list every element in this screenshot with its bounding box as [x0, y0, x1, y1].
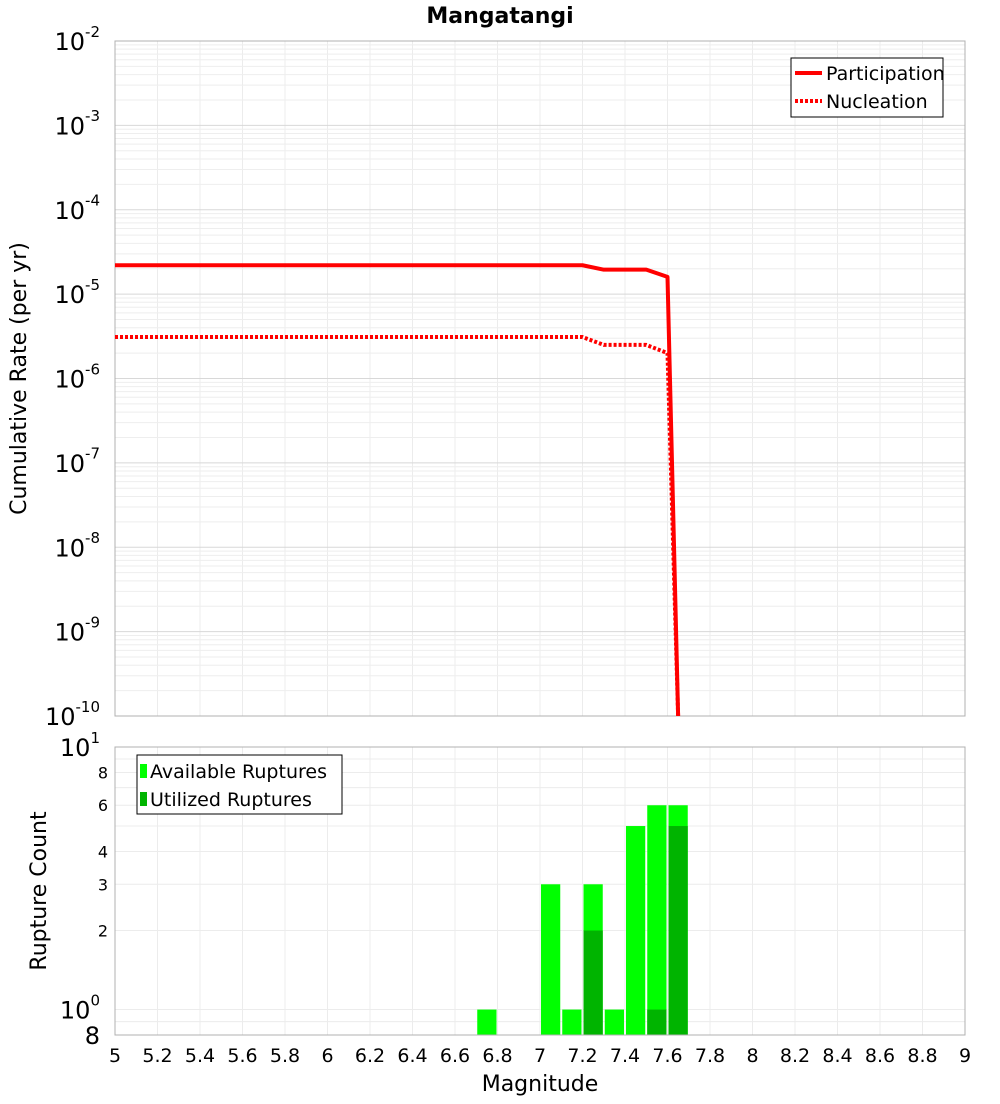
bar-available-ruptures [647, 805, 667, 1035]
legend-swatch-available-ruptures [140, 764, 147, 778]
legend-swatch-utilized-ruptures [140, 792, 147, 806]
x-tick-label: 5.6 [227, 1045, 257, 1067]
bar-available-ruptures [541, 884, 561, 1035]
x-tick-label: 7.8 [695, 1045, 725, 1067]
x-tick-label: 6.8 [482, 1045, 512, 1067]
rate-y-tick-label: 10-7 [54, 445, 100, 478]
legend-label-utilized-ruptures: Utilized Ruptures [150, 789, 312, 811]
rate-y-tick-label: 10-9 [54, 613, 100, 646]
x-tick-label: 7.4 [610, 1045, 640, 1067]
rate-legend: Participation Nucleation [790, 57, 945, 118]
legend-label-available-ruptures: Available Ruptures [150, 761, 327, 783]
x-tick-label: 8.8 [907, 1045, 937, 1067]
x-tick-label: 6.4 [397, 1045, 427, 1067]
x-tick-label: 8.4 [822, 1045, 852, 1067]
x-tick-label: 5.2 [142, 1045, 172, 1067]
legend-label-participation: Participation [826, 63, 945, 85]
count-legend-box [136, 754, 343, 815]
bar-available-ruptures [477, 1009, 497, 1035]
x-tick-label: 7.2 [567, 1045, 597, 1067]
x-tick-label: 5.4 [185, 1045, 215, 1067]
x-tick-label: 8.2 [780, 1045, 810, 1067]
rate-y-axis-label: Cumulative Rate (per yr) [7, 242, 32, 515]
rate-y-tick-label: 10-8 [54, 529, 100, 562]
count-y-tick-label: 8 [85, 1022, 100, 1050]
count-y-tick-label: 4 [98, 842, 108, 861]
count-y-tick-label: 100 [60, 991, 100, 1024]
rate-gridlines [114, 41, 966, 717]
rate-y-tick-label: 10-3 [54, 107, 100, 140]
count-y-tick-label: 6 [98, 796, 108, 815]
x-tick-label: 6.6 [440, 1045, 470, 1067]
x-tick-label: 6.2 [355, 1045, 385, 1067]
x-tick-label: 7 [534, 1045, 546, 1067]
bar-available-ruptures [626, 826, 646, 1035]
count-plot-frame [114, 746, 966, 1036]
count-gridlines [114, 746, 966, 1035]
rate-legend-box [790, 57, 944, 118]
bar-available-ruptures [562, 1009, 582, 1035]
x-axis-label: Magnitude [482, 1072, 599, 1097]
series-line-participation [115, 263, 681, 717]
x-tick-label: 5 [109, 1045, 121, 1067]
count-y-tick-label: 3 [98, 875, 108, 894]
x-tick-label: 6 [321, 1045, 333, 1067]
rate-y-tick-label: 10-10 [45, 698, 100, 731]
count-y-axis-label: Rupture Count [27, 811, 52, 971]
chart-title: Mangatangi [426, 4, 573, 29]
x-tick-label: 8 [746, 1045, 758, 1067]
count-y-tick-label: 101 [60, 729, 100, 762]
rate-panel: 10-10 10-9 10-8 10-7 10-6 10-5 10-4 10-3 10-2 Cum… [7, 23, 966, 731]
legend-label-nucleation: Nucleation [826, 91, 928, 113]
rate-y-tick-label: 10-6 [54, 360, 100, 393]
count-legend: Available Ruptures Utilized Ruptures [136, 754, 343, 815]
rate-y-tick-label: 10-2 [54, 23, 100, 56]
count-y-tick-label: 2 [98, 922, 108, 941]
count-y-tick-label: 8 [98, 763, 108, 782]
rate-y-tick-label: 10-5 [54, 276, 100, 309]
rate-plot-frame [114, 40, 966, 717]
x-tick-label: 8.6 [865, 1045, 895, 1067]
bar-utilized-ruptures [668, 826, 688, 1035]
bar-available-ruptures [604, 1009, 624, 1035]
x-tick-label: 5.8 [270, 1045, 300, 1067]
bar-utilized-ruptures [647, 1009, 667, 1035]
bar-utilized-ruptures [583, 930, 603, 1035]
rate-y-tick-label: 10-4 [54, 192, 100, 225]
series-line-nucleation [115, 335, 681, 717]
x-tick-label: 7.6 [652, 1045, 682, 1067]
x-tick-label: 9 [959, 1045, 971, 1067]
